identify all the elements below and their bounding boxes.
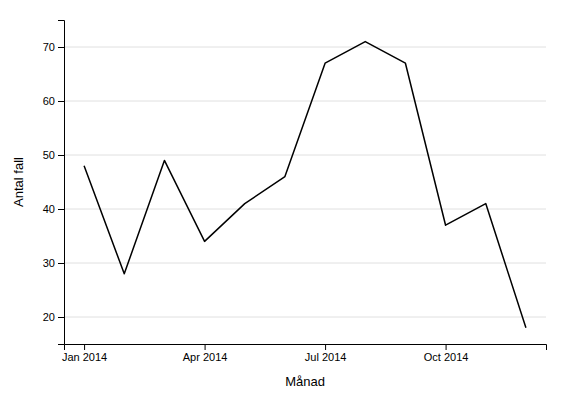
tick: 30 xyxy=(43,257,64,269)
tick-label: 50 xyxy=(43,149,55,161)
tick-label: Jan 2014 xyxy=(62,351,107,363)
tick-mark xyxy=(205,344,206,350)
tick-label: 20 xyxy=(43,311,55,323)
plot: Jan 2014 Apr 2014 Jul 2014 Oct 2014 20 30 40 50… xyxy=(43,21,547,363)
x-axis-title: Månad xyxy=(285,374,325,389)
tick: Oct 2014 xyxy=(424,344,469,363)
tick: Jan 2014 xyxy=(62,344,107,363)
tick: 50 xyxy=(43,149,64,161)
grid-line xyxy=(64,155,546,156)
tick: 70 xyxy=(43,41,64,53)
tick-label: Oct 2014 xyxy=(424,351,469,363)
tick-mark xyxy=(325,344,326,350)
tick-mark xyxy=(58,155,64,156)
grid-line xyxy=(64,101,546,102)
tick-label: Apr 2014 xyxy=(183,351,228,363)
tick: 20 xyxy=(43,311,64,323)
grid-line xyxy=(64,263,546,264)
tick-label: 30 xyxy=(43,257,55,269)
tick-mark xyxy=(84,344,85,350)
tick-mark xyxy=(58,317,64,318)
tick: Jul 2014 xyxy=(305,344,347,363)
tick-mark xyxy=(58,101,64,102)
axis-line xyxy=(58,21,65,345)
tick: 40 xyxy=(43,203,64,215)
grid xyxy=(64,47,546,317)
tick-label: 40 xyxy=(43,203,55,215)
x-axis: Jan 2014 Apr 2014 Jul 2014 Oct 2014 xyxy=(62,344,547,363)
grid-line xyxy=(64,317,546,318)
grid-line xyxy=(64,47,546,48)
tick-mark xyxy=(58,47,64,48)
y-axis-title: Antal fall xyxy=(11,157,26,207)
tick-label: 60 xyxy=(43,95,55,107)
tick-mark xyxy=(446,344,447,350)
y-axis: 20 30 40 50 60 70 xyxy=(43,21,65,345)
tick: Apr 2014 xyxy=(183,344,228,363)
tick-label: 70 xyxy=(43,41,55,53)
axis-line xyxy=(65,345,547,351)
tick-label: Jul 2014 xyxy=(305,351,347,363)
tick-mark xyxy=(58,209,64,210)
chart: Jan 2014 Apr 2014 Jul 2014 Oct 2014 20 30 40 50… xyxy=(0,0,570,400)
marks xyxy=(84,42,526,328)
tick: 60 xyxy=(43,95,64,107)
line xyxy=(84,42,526,328)
tick-mark xyxy=(58,263,64,264)
